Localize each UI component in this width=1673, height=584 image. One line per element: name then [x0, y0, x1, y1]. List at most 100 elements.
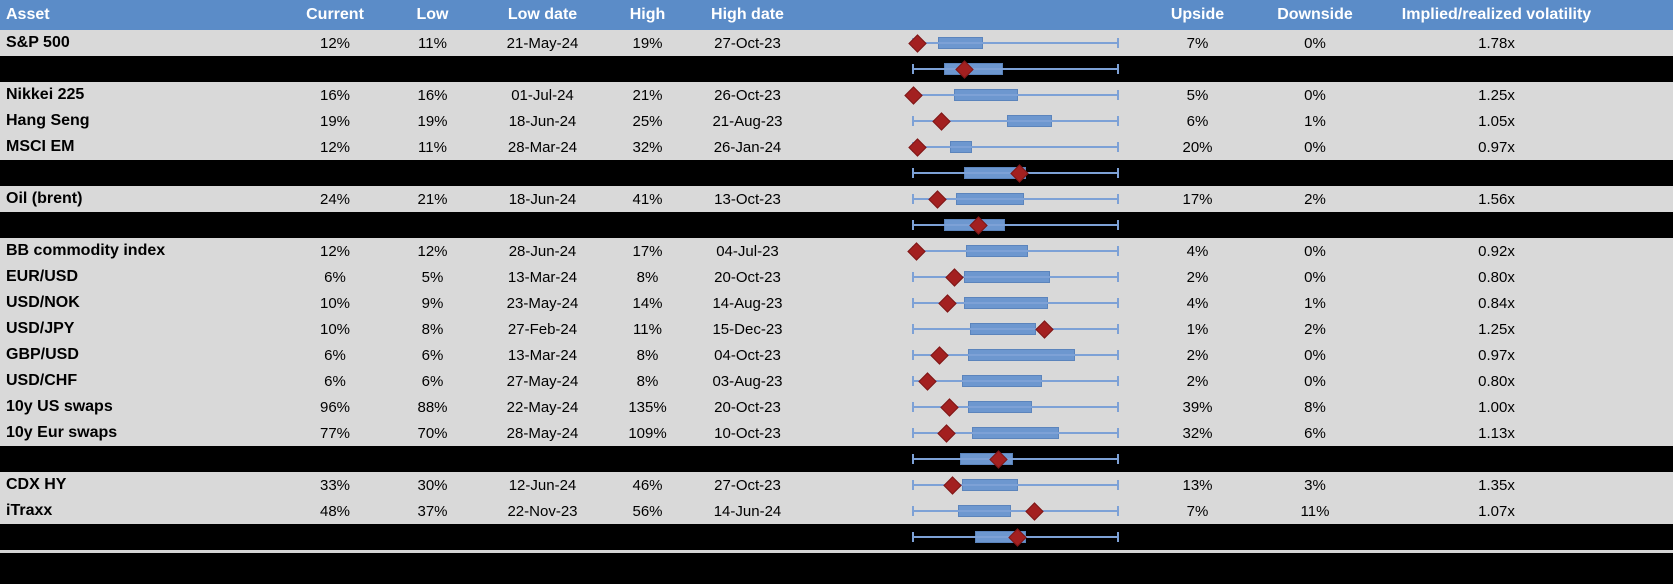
cell-high-date[interactable]: 13-Oct-23 [714, 190, 781, 208]
cell-low[interactable]: 11% [418, 34, 447, 52]
cell-downside[interactable]: 0% [1304, 346, 1326, 364]
cell-asset-name[interactable]: S&P 500 [6, 34, 70, 51]
cell-asset-name[interactable]: USD/JPY [6, 320, 75, 337]
cell-implied-realized-volatility[interactable]: 1.35x [1478, 476, 1515, 494]
cell-low-date[interactable]: 18-Jun-24 [508, 190, 577, 208]
cell-upside[interactable]: 2% [1186, 346, 1209, 364]
cell-low[interactable]: 88% [417, 398, 448, 416]
cell-downside[interactable]: 3% [1304, 476, 1326, 494]
cell-current[interactable]: 96% [319, 398, 351, 416]
cell-upside[interactable]: 1% [1186, 320, 1209, 338]
cell-downside[interactable]: 0% [1304, 268, 1326, 286]
column-header-asset[interactable]: Asset [6, 6, 50, 23]
cell-upside[interactable]: 4% [1186, 294, 1209, 312]
cell-low[interactable]: 21% [417, 190, 448, 208]
cell-high-date[interactable]: 14-Jun-24 [713, 502, 782, 520]
cell-low-date[interactable]: 22-Nov-23 [507, 502, 578, 520]
cell-implied-realized-volatility[interactable]: 0.92x [1478, 242, 1515, 260]
cell-high[interactable]: 46% [632, 476, 663, 494]
cell-downside[interactable]: 11% [1300, 502, 1330, 520]
cell-upside[interactable]: 32% [1182, 424, 1213, 442]
cell-low[interactable]: 12% [417, 242, 448, 260]
cell-downside[interactable]: 0% [1304, 242, 1326, 260]
cell-low[interactable]: 6% [421, 346, 444, 364]
cell-current[interactable]: 24% [319, 190, 351, 208]
cell-asset-name[interactable]: Hang Seng [6, 112, 90, 129]
cell-high-date[interactable]: 04-Oct-23 [714, 346, 781, 364]
cell-high[interactable]: 8% [636, 372, 659, 390]
cell-asset-name[interactable]: MSCI EM [6, 138, 75, 155]
cell-high-date[interactable]: 26-Oct-23 [714, 86, 781, 104]
cell-low[interactable]: 16% [417, 86, 448, 104]
cell-low-date[interactable]: 18-Jun-24 [508, 112, 577, 130]
cell-low[interactable]: 9% [421, 294, 444, 312]
cell-upside[interactable]: 7% [1186, 34, 1209, 52]
cell-current[interactable]: 12% [319, 242, 351, 260]
cell-high-date[interactable]: 04-Jul-23 [716, 242, 779, 260]
column-header-current[interactable]: Current [306, 6, 364, 23]
cell-asset-name[interactable]: USD/CHF [6, 372, 78, 389]
cell-implied-realized-volatility[interactable]: 1.25x [1478, 86, 1515, 104]
cell-upside[interactable]: 2% [1186, 372, 1209, 390]
cell-low[interactable]: 19% [417, 112, 448, 130]
cell-high[interactable]: 17% [632, 242, 663, 260]
cell-current[interactable]: 12% [319, 34, 351, 52]
cell-downside[interactable]: 2% [1304, 190, 1326, 208]
column-header-high-date[interactable]: High date [711, 6, 784, 23]
column-header-low-date[interactable]: Low date [507, 6, 578, 23]
cell-high-date[interactable]: 03-Aug-23 [712, 372, 783, 390]
cell-implied-realized-volatility[interactable]: 0.97x [1478, 138, 1515, 156]
cell-downside[interactable]: 1% [1304, 112, 1326, 130]
cell-asset-name[interactable]: BB commodity index [6, 242, 166, 259]
cell-downside[interactable]: 0% [1304, 86, 1326, 104]
cell-high-date[interactable]: 10-Oct-23 [714, 424, 781, 442]
cell-downside[interactable]: 8% [1304, 398, 1326, 416]
cell-high-date[interactable]: 21-Aug-23 [712, 112, 783, 130]
cell-low-date[interactable]: 27-May-24 [506, 372, 579, 390]
column-header-downside[interactable]: Downside [1277, 6, 1353, 23]
cell-current[interactable]: 77% [319, 424, 351, 442]
cell-current[interactable]: 48% [319, 502, 351, 520]
cell-upside[interactable]: 4% [1186, 242, 1209, 260]
cell-high[interactable]: 135% [628, 398, 667, 416]
cell-downside[interactable]: 0% [1304, 372, 1326, 390]
cell-implied-realized-volatility[interactable]: 1.13x [1478, 424, 1515, 442]
cell-low-date[interactable]: 22-May-24 [506, 398, 579, 416]
cell-asset-name[interactable]: iTraxx [6, 502, 53, 519]
cell-asset-name[interactable]: GBP/USD [6, 346, 79, 363]
cell-current[interactable]: 33% [319, 476, 351, 494]
cell-current[interactable]: 10% [319, 320, 351, 338]
cell-low-date[interactable]: 28-Jun-24 [508, 242, 577, 260]
cell-low[interactable]: 37% [417, 502, 448, 520]
cell-asset-name[interactable]: USD/NOK [6, 294, 80, 311]
cell-low-date[interactable]: 27-Feb-24 [507, 320, 578, 338]
cell-asset-name[interactable]: 10y US swaps [6, 398, 113, 415]
cell-upside[interactable]: 13% [1182, 476, 1213, 494]
cell-asset-name[interactable]: Nikkei 225 [6, 86, 85, 103]
cell-low-date[interactable]: 23-May-24 [506, 294, 579, 312]
cell-downside[interactable]: 1% [1304, 294, 1326, 312]
cell-asset-name[interactable]: EUR/USD [6, 268, 79, 285]
cell-high[interactable]: 8% [636, 346, 659, 364]
cell-implied-realized-volatility[interactable]: 0.84x [1478, 294, 1515, 312]
cell-upside[interactable]: 17% [1182, 190, 1213, 208]
cell-implied-realized-volatility[interactable]: 1.56x [1478, 190, 1515, 208]
cell-high-date[interactable]: 14-Aug-23 [712, 294, 783, 312]
cell-high[interactable]: 109% [628, 424, 667, 442]
cell-low-date[interactable]: 13-Mar-24 [507, 268, 578, 286]
cell-low-date[interactable]: 28-Mar-24 [507, 138, 578, 156]
cell-downside[interactable]: 6% [1304, 424, 1326, 442]
cell-upside[interactable]: 20% [1182, 138, 1213, 156]
cell-implied-realized-volatility[interactable]: 1.25x [1478, 320, 1515, 338]
cell-implied-realized-volatility[interactable]: 1.05x [1478, 112, 1515, 130]
cell-high[interactable]: 56% [632, 502, 663, 520]
cell-implied-realized-volatility[interactable]: 0.80x [1478, 372, 1515, 390]
cell-low[interactable]: 70% [417, 424, 448, 442]
cell-high-date[interactable]: 27-Oct-23 [714, 34, 781, 52]
cell-downside[interactable]: 0% [1304, 138, 1326, 156]
cell-implied-realized-volatility[interactable]: 1.78x [1478, 34, 1515, 52]
cell-implied-realized-volatility[interactable]: 1.07x [1478, 502, 1515, 520]
cell-high[interactable]: 41% [632, 190, 663, 208]
cell-high[interactable]: 21% [632, 86, 663, 104]
cell-high-date[interactable]: 15-Dec-23 [712, 320, 783, 338]
